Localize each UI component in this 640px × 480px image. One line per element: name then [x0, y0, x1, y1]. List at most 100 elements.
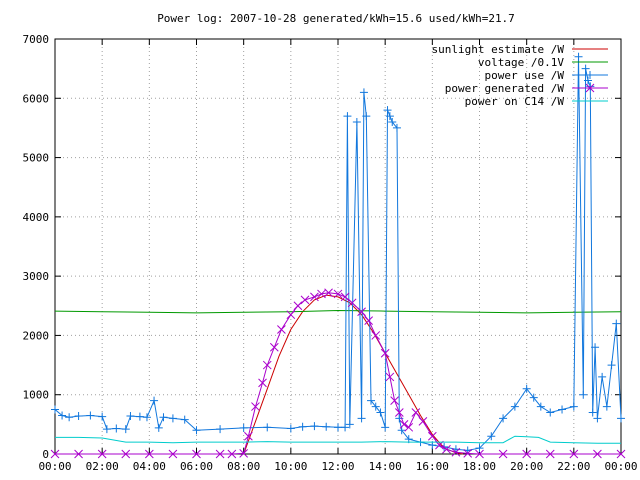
data-point: [616, 449, 626, 459]
data-point: [357, 414, 366, 423]
x-tick-label: 12:00: [321, 460, 354, 473]
data-point: [168, 414, 177, 423]
legend-label: power on C14 /W: [465, 95, 565, 108]
data-point: [300, 295, 310, 305]
data-point: [74, 449, 83, 459]
data-point: [394, 408, 404, 417]
data-point: [392, 123, 401, 132]
data-point: [364, 316, 374, 325]
data-point: [510, 402, 519, 411]
data-point: [244, 431, 253, 441]
data-point: [529, 393, 538, 402]
data-point: [159, 413, 168, 422]
data-point: [310, 292, 319, 302]
data-point: [135, 412, 144, 421]
data-point: [399, 420, 409, 429]
data-point: [380, 348, 390, 358]
data-point: [286, 424, 295, 433]
data-point: [58, 411, 67, 420]
data-point: [362, 112, 371, 121]
data-point: [442, 444, 451, 454]
x-tick-label: 10:00: [274, 460, 307, 473]
data-point: [216, 425, 225, 434]
data-point: [581, 64, 590, 73]
data-point: [451, 447, 461, 457]
data-point: [498, 449, 508, 459]
data-point: [227, 449, 237, 459]
data-point: [317, 289, 326, 299]
x-tick-label: 14:00: [369, 460, 402, 473]
data-point: [74, 412, 83, 421]
data-point: [98, 412, 107, 421]
data-point: [168, 449, 178, 459]
data-point: [340, 292, 350, 302]
data-point: [545, 449, 555, 459]
y-tick-label: 5000: [23, 152, 50, 165]
data-point: [121, 425, 130, 434]
data-point: [262, 360, 272, 370]
x-tick-label: 00:00: [604, 460, 637, 473]
data-point: [180, 415, 189, 424]
data-point: [536, 402, 545, 411]
data-point: [357, 307, 366, 317]
data-point: [293, 301, 303, 311]
data-point: [546, 408, 555, 417]
data-point: [418, 417, 428, 426]
data-point: [298, 422, 307, 431]
data-point: [192, 449, 201, 459]
x-tick-label: 04:00: [133, 460, 166, 473]
legend-marker: [586, 71, 594, 79]
data-point: [579, 390, 588, 399]
x-tick-label: 20:00: [510, 460, 543, 473]
data-point: [102, 425, 111, 434]
data-point: [97, 449, 107, 459]
legend-label: sunlight estimate /W: [432, 43, 565, 56]
data-point: [569, 449, 579, 459]
data-point: [499, 414, 508, 423]
data-point: [574, 52, 583, 61]
data-point: [286, 310, 296, 320]
data-point: [51, 405, 59, 414]
data-point: [487, 432, 496, 441]
data-point: [397, 426, 406, 435]
data-point: [612, 319, 621, 328]
data-point: [121, 449, 131, 459]
data-point: [475, 444, 484, 453]
data-point: [239, 423, 248, 432]
x-tick-label: 00:00: [38, 460, 71, 473]
data-point: [522, 449, 532, 459]
data-point: [385, 112, 394, 121]
data-point: [390, 396, 399, 405]
data-point: [371, 331, 381, 340]
data-point: [112, 424, 121, 433]
data-point: [385, 372, 395, 382]
legend-label: voltage /0.1V: [478, 56, 564, 69]
series-line: [55, 435, 621, 444]
data-point: [522, 384, 531, 393]
series-line: [243, 294, 464, 455]
series-3: [50, 288, 626, 459]
data-point: [322, 422, 331, 431]
data-point: [602, 402, 611, 411]
data-point: [617, 414, 625, 423]
series-1: [54, 309, 622, 314]
data-point: [50, 449, 60, 459]
data-point: [388, 118, 397, 126]
data-point: [65, 413, 74, 422]
y-tick-label: 1000: [23, 389, 50, 402]
data-point: [371, 402, 380, 411]
data-point: [569, 402, 578, 411]
data-point: [591, 343, 600, 352]
data-point: [341, 423, 350, 432]
legend-marker: [585, 83, 595, 93]
data-point: [586, 82, 595, 91]
data-point: [376, 408, 385, 417]
series-0: [243, 294, 464, 455]
data-point: [583, 76, 592, 85]
data-point: [251, 402, 260, 411]
data-point: [381, 423, 390, 432]
data-point: [593, 414, 602, 423]
series-layer: [50, 52, 626, 459]
